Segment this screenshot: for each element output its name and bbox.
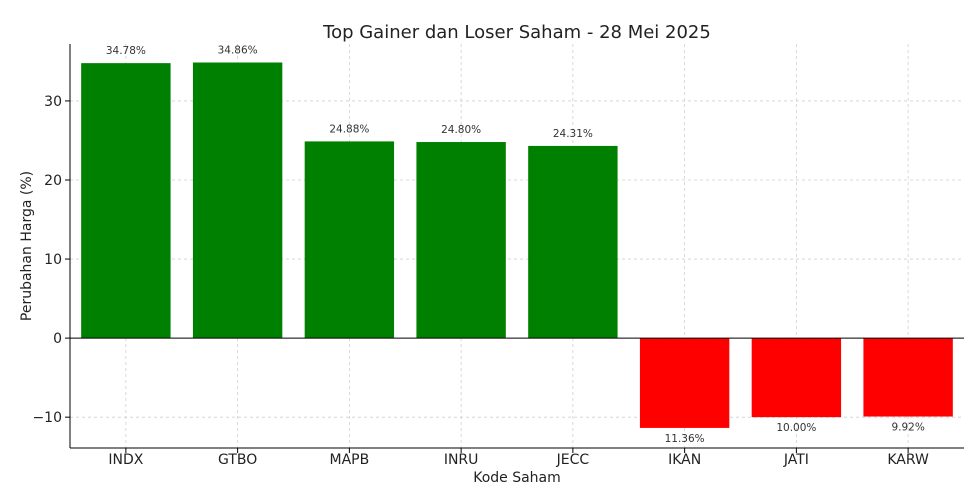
x-tick-label: JECC <box>556 452 590 468</box>
y-tick-label: −10 <box>32 410 62 426</box>
data-label-mapb: 24.88% <box>329 123 369 135</box>
data-label-gtbo: 34.86% <box>218 45 258 57</box>
y-axis-label: Perubahan Harga (%) <box>19 171 35 321</box>
y-tick-label: 20 <box>44 173 62 189</box>
x-tick-label: MAPB <box>330 452 370 468</box>
data-label-ikan: 11.36% <box>665 433 705 445</box>
bar-indx <box>81 63 171 339</box>
x-axis-label: Kode Saham <box>473 470 561 486</box>
x-tick-label: INDX <box>108 452 143 468</box>
bar-inru <box>416 142 506 339</box>
y-tick-label: 10 <box>44 252 62 268</box>
bar-jati <box>751 338 842 418</box>
data-label-jati: 10.00% <box>776 422 816 434</box>
bar-gtbo <box>192 62 283 339</box>
axes: −10 0 10 20 30 INDX GTBO MAPB INRU JECC IKAN JATI KA… <box>32 44 964 468</box>
x-tick-label: GTBO <box>218 452 257 468</box>
y-tick-label: 0 <box>53 331 62 347</box>
data-labels: 34.78% 34.86% 24.88% 24.80% 24.31% 11.36% 10.0… <box>106 45 925 445</box>
bars <box>81 62 953 428</box>
bar-ikan <box>639 338 730 428</box>
bar-mapb <box>304 141 395 339</box>
chart-title: Top Gainer dan Loser Saham - 28 Mei 2025 <box>322 22 711 43</box>
x-tick-label: IKAN <box>668 452 701 468</box>
bar-karw <box>863 338 953 417</box>
data-label-karw: 9.92% <box>891 422 924 434</box>
x-tick-label: JATI <box>783 452 809 468</box>
data-label-inru: 24.80% <box>441 124 481 136</box>
data-label-jecc: 24.31% <box>553 128 593 140</box>
x-tick-label: INRU <box>444 452 479 468</box>
y-tick-label: 30 <box>44 94 62 110</box>
bar-jecc <box>528 145 618 339</box>
data-label-indx: 34.78% <box>106 45 146 57</box>
x-tick-label: KARW <box>887 452 929 468</box>
